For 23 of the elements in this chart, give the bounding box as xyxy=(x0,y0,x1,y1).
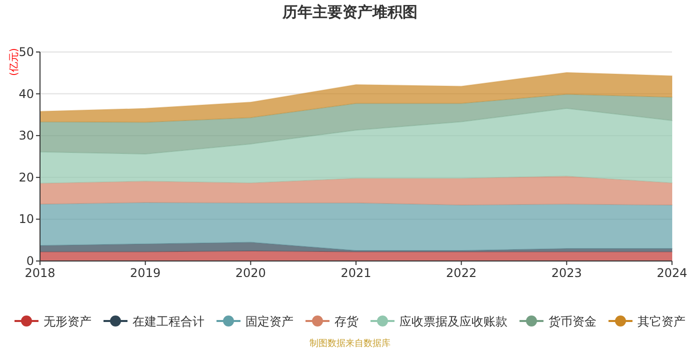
y-tick-label: 10 xyxy=(18,212,34,226)
legend-label: 固定资产 xyxy=(246,314,294,328)
legend-label: 其它资产 xyxy=(638,314,686,328)
x-tick-label: 2023 xyxy=(551,266,582,280)
y-tick-label: 50 xyxy=(18,45,34,59)
x-tick-label: 2020 xyxy=(235,266,266,280)
y-tick-label: 0 xyxy=(26,254,34,268)
y-tick-label: 30 xyxy=(18,128,34,143)
legend-label: 应收票据及应收账款 xyxy=(400,314,508,328)
text: 制图数据来自数据库 xyxy=(310,338,390,349)
legend-label: 货币资金 xyxy=(548,314,596,328)
legend-label: 无形资产 xyxy=(44,314,92,328)
x-tick-label: 2019 xyxy=(130,266,161,280)
x-tick-label: 2022 xyxy=(446,266,477,280)
y-axis-title: (亿元) xyxy=(9,48,20,76)
chart-title: 历年主要资产堆积图 xyxy=(282,3,418,21)
x-tick-label: 2018 xyxy=(24,266,56,280)
legend-label: 在建工程合计 xyxy=(132,314,204,328)
x-tick-label: 2021 xyxy=(340,266,372,280)
x-tick-label: 2024 xyxy=(656,266,688,280)
y-tick-label: 40 xyxy=(18,86,34,101)
legend-label: 存货 xyxy=(334,314,358,328)
y-tick-label: 20 xyxy=(18,170,34,184)
